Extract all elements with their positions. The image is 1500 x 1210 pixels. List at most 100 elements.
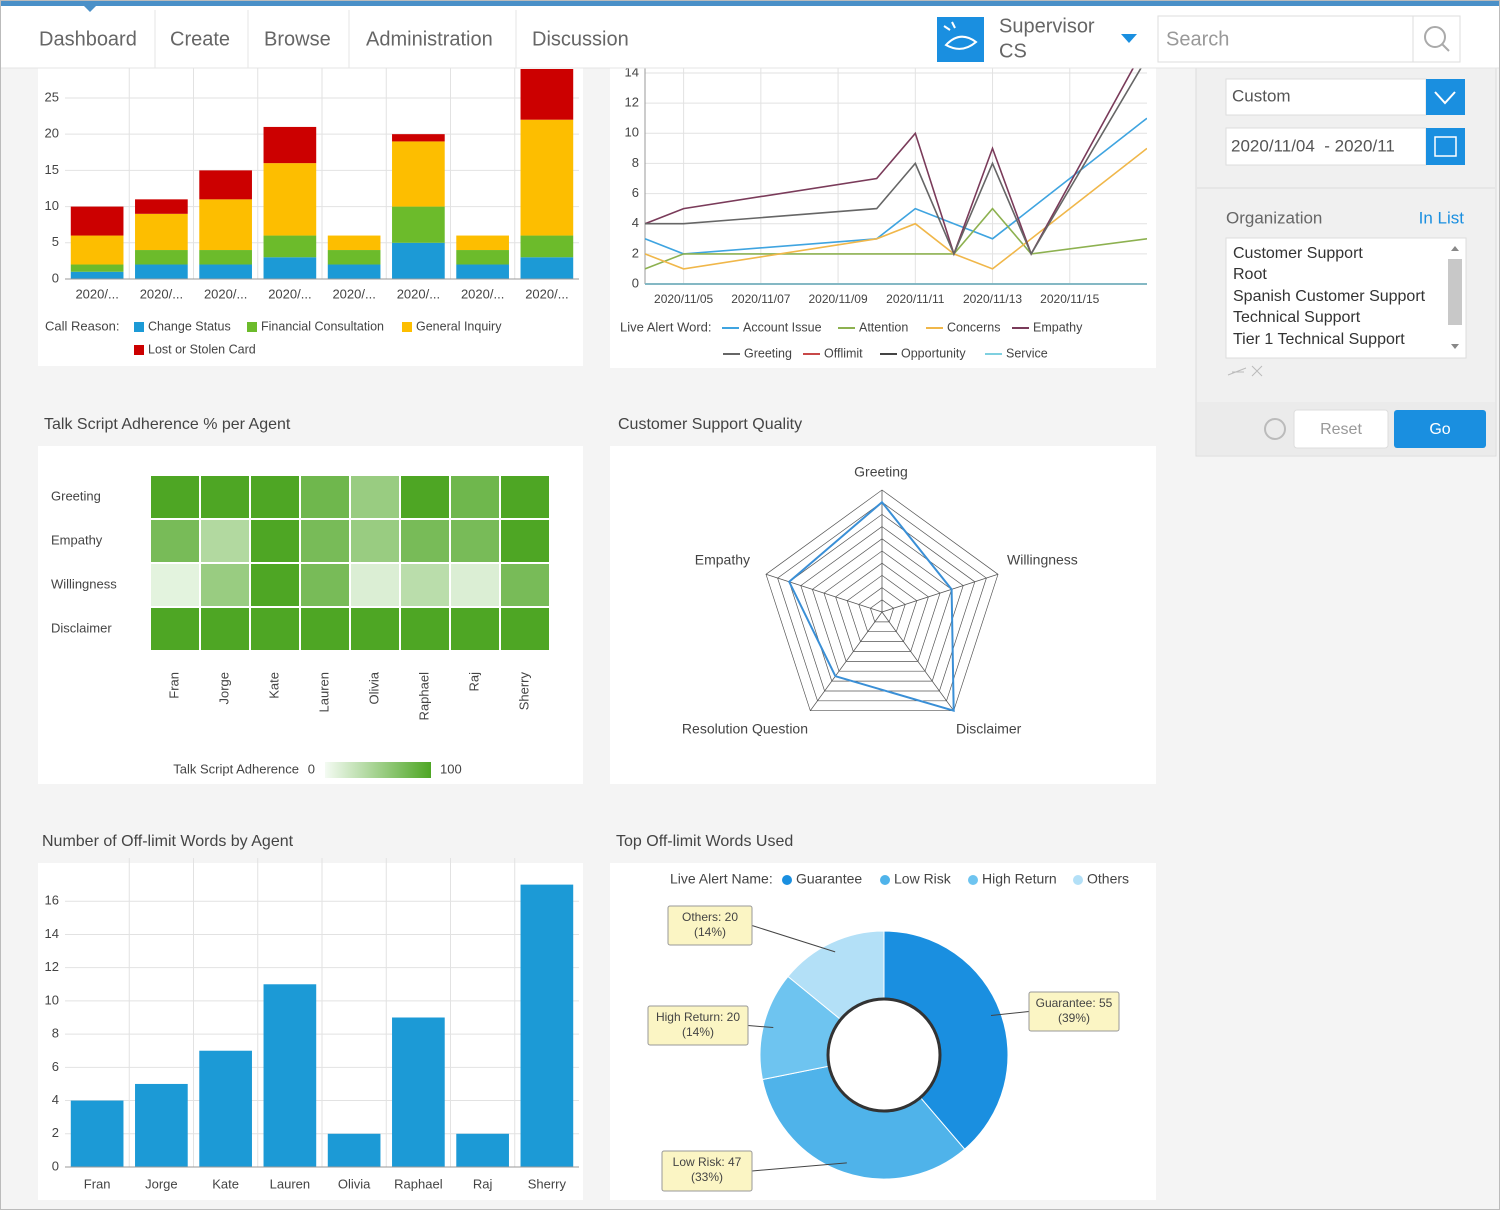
org-item[interactable]: Customer Support <box>1233 245 1363 262</box>
x-tick-label: Raj <box>473 1176 493 1191</box>
search-icon[interactable] <box>1424 26 1446 48</box>
y-tick-label: 4 <box>52 1092 59 1107</box>
radar-series <box>787 500 955 713</box>
grid-ring <box>811 538 953 672</box>
bar-segment <box>135 213 188 251</box>
org-item[interactable]: Root <box>1233 266 1267 283</box>
data-label: Others: 20 <box>682 910 738 924</box>
spoke <box>765 573 883 613</box>
leader-line <box>990 1011 1030 1016</box>
panel <box>610 60 1156 368</box>
nav-item[interactable]: Administration <box>366 28 493 50</box>
bar-segment <box>327 250 381 265</box>
scrollbar[interactable] <box>1448 259 1462 325</box>
bar-segment <box>70 235 124 265</box>
x-tick-label: 2020/... <box>204 286 247 301</box>
legend-label: Opportunity <box>901 346 966 360</box>
heat-cell <box>151 476 199 518</box>
nav-item[interactable]: Discussion <box>532 28 629 50</box>
heat-cell <box>251 608 299 650</box>
line-series <box>645 147 1147 270</box>
x-tick-label: 2020/... <box>397 286 440 301</box>
dropdown-button[interactable] <box>1426 79 1465 115</box>
heat-cell <box>401 608 449 650</box>
y-tick-label: 14 <box>45 926 59 941</box>
nav-separators <box>154 10 517 68</box>
axis-label: Willingness <box>1007 552 1078 568</box>
data-label: High Return: 20 <box>656 1010 740 1024</box>
go-button[interactable] <box>1394 410 1486 448</box>
spoke <box>809 611 883 711</box>
bar <box>135 1083 188 1167</box>
nav-item[interactable]: Dashboard <box>39 28 137 50</box>
user-dropdown[interactable] <box>1121 34 1137 43</box>
heat-cell <box>201 608 249 650</box>
chevron-icon <box>1434 91 1456 105</box>
calendar-icon <box>1434 136 1457 157</box>
heat-cell <box>251 520 299 562</box>
user-name[interactable]: CS <box>999 40 1027 62</box>
date-input[interactable] <box>1225 127 1427 166</box>
period-select[interactable] <box>1225 78 1427 116</box>
grid-ring <box>869 599 895 623</box>
bar-segment <box>456 250 509 265</box>
bar-segment <box>199 170 252 200</box>
org-item[interactable]: Tier 1 Technical Support <box>1233 331 1405 348</box>
x-tick-label: Olivia <box>338 1176 371 1191</box>
bar-segment <box>456 264 509 279</box>
bar-segment <box>263 235 317 258</box>
plot-area <box>645 68 1147 285</box>
org-item[interactable]: Spanish Customer Support <box>1233 288 1426 305</box>
heat-cell <box>501 476 549 518</box>
org-item[interactable]: Technical Support <box>1233 309 1361 326</box>
refresh-icon[interactable] <box>1264 418 1286 440</box>
grid-ring <box>835 562 929 652</box>
active-notch <box>84 6 96 12</box>
org-list[interactable] <box>1225 237 1467 359</box>
clear-icon[interactable] <box>1227 365 1263 377</box>
bar <box>520 884 574 1167</box>
heat-cell <box>401 476 449 518</box>
heat-cell <box>151 608 199 650</box>
reset-button[interactable] <box>1293 409 1389 449</box>
legend-label: Offlimit <box>824 346 863 360</box>
in-list-link[interactable]: In List <box>1419 208 1465 227</box>
spoke <box>881 573 999 613</box>
search-box[interactable] <box>1157 15 1461 63</box>
heat-cell <box>501 608 549 650</box>
line-series <box>645 117 1147 255</box>
x-tick-label: Raphael <box>394 1176 443 1191</box>
x-tick-label: Kate <box>212 1176 239 1191</box>
organization-label: Organization <box>1226 208 1322 227</box>
heat-cell <box>351 520 399 562</box>
y-tick-label: 12 <box>625 95 639 110</box>
user-name[interactable]: Supervisor <box>999 15 1095 37</box>
avatar[interactable] <box>937 17 984 62</box>
go-label: Go <box>1429 421 1450 438</box>
avatar-art <box>943 21 978 50</box>
nav-item[interactable]: Browse <box>264 28 331 50</box>
bar-segment <box>520 257 574 279</box>
nav-item[interactable]: Create <box>170 28 230 50</box>
grid-ring <box>846 574 918 642</box>
bar-segment <box>199 250 252 265</box>
chart-title: Top Off-limit Words Used <box>616 833 793 850</box>
legend-dot <box>1073 875 1083 885</box>
calendar-button[interactable] <box>1426 128 1465 165</box>
x-tick-label: 2020/11/15 <box>1040 292 1099 306</box>
bar-segment <box>263 126 317 164</box>
bar-segment <box>199 264 252 279</box>
y-tick-label: 10 <box>625 125 639 140</box>
y-tick-label: 10 <box>45 992 59 1007</box>
axis-label: Disclaimer <box>956 721 1022 737</box>
heat-cell <box>251 564 299 606</box>
legend-label: Lost or Stolen Card <box>148 342 256 356</box>
bar <box>70 1100 124 1167</box>
legend-label: Account Issue <box>743 320 822 334</box>
grid-ring <box>800 526 964 682</box>
bar-segment <box>70 264 124 272</box>
legend-label: Change Status <box>148 319 231 333</box>
heat-cell <box>351 608 399 650</box>
